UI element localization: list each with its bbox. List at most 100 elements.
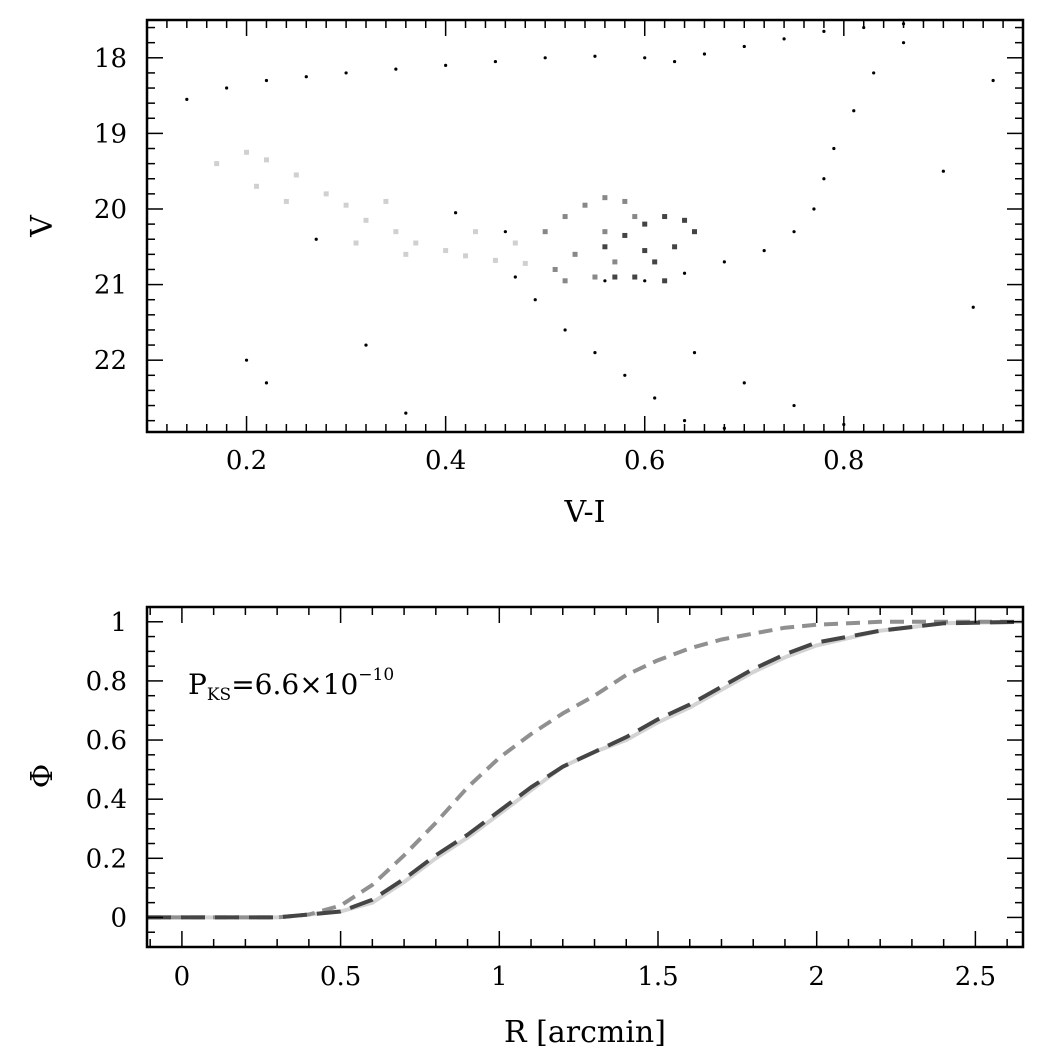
cmd-star xyxy=(901,41,906,45)
cumulative-tick-labels: 0 0.5 1 1.5 2 2.5 0 0.2 0.4 0.6 0.8 1 xyxy=(86,608,996,992)
cumulative-x-tick-label: 1 xyxy=(491,962,508,992)
cmd-star xyxy=(682,271,687,275)
cumulative-y-tick-label: 0 xyxy=(110,903,127,933)
cmd-x-axis-title: V-I xyxy=(564,495,606,530)
cmd-star xyxy=(971,305,975,309)
pks-main: P xyxy=(188,668,207,701)
cumulative-x-tick-label: 1.5 xyxy=(637,962,678,992)
cmd-star xyxy=(602,195,608,201)
cmd-star xyxy=(642,248,648,254)
cmd-star xyxy=(623,373,627,377)
cmd-star xyxy=(214,161,220,167)
cmd-x-tick-label: 0.2 xyxy=(226,446,267,476)
cmd-star xyxy=(652,259,658,265)
cmd-star xyxy=(593,351,597,355)
cmd-star xyxy=(762,248,766,253)
cmd-y-tick-label: 22 xyxy=(94,346,127,376)
cmd-star xyxy=(283,198,289,204)
cmd-star xyxy=(533,298,537,302)
cmd-star xyxy=(492,257,498,263)
cmd-star xyxy=(394,67,398,71)
cmd-star xyxy=(662,214,668,220)
cmd-star xyxy=(612,259,618,265)
cmd-star xyxy=(722,260,726,264)
cmd-x-tick-label: 0.6 xyxy=(624,446,665,476)
cmd-star xyxy=(672,59,677,64)
cmd-series-2 xyxy=(602,214,697,284)
cmd-star xyxy=(602,229,608,235)
cmd-y-tick-label: 21 xyxy=(94,271,127,301)
cmd-star xyxy=(473,229,478,235)
cmd-star xyxy=(413,240,419,246)
cmd-star xyxy=(293,172,299,178)
cmd-series-0 xyxy=(147,20,995,430)
cmd-star xyxy=(383,198,389,204)
cmd-star xyxy=(822,177,826,181)
cmd-star xyxy=(453,211,458,215)
cmd-x-tick-label: 0.8 xyxy=(823,446,864,476)
cmd-star xyxy=(792,403,796,408)
cmd-star xyxy=(872,71,876,75)
cmd-star xyxy=(562,278,568,284)
cmd-star xyxy=(254,183,259,189)
cmd-star xyxy=(622,198,628,204)
cmd-star xyxy=(991,78,995,83)
cmd-frame xyxy=(145,18,1025,434)
cumulative-line-0 xyxy=(147,619,1023,920)
cumulative-y-tick-label: 0.2 xyxy=(86,844,127,874)
cumulative-x-axis-title: R [arcmin] xyxy=(504,1015,666,1050)
cmd-star xyxy=(264,78,269,83)
cmd-star xyxy=(622,232,628,238)
cumulative-y-tick-label: 1 xyxy=(110,608,127,638)
cmd-star xyxy=(403,251,409,257)
cmd-star xyxy=(522,260,528,266)
cmd-star xyxy=(642,221,648,227)
cmd-star xyxy=(512,240,518,246)
cmd-star xyxy=(513,275,517,279)
cumulative-y-tick-label: 0.8 xyxy=(86,667,127,697)
cumulative-ticks xyxy=(147,607,1023,948)
cmd-star xyxy=(244,358,249,362)
cmd-star xyxy=(493,59,498,64)
cumulative-panel: 0 0.5 1 1.5 2 2.5 0 0.2 0.4 0.6 0.8 1 PKS=6.6×10−10… xyxy=(25,605,1025,1050)
cmd-star xyxy=(603,279,607,283)
cmd-star xyxy=(612,274,618,280)
cmd-star xyxy=(503,230,507,234)
cmd-star xyxy=(343,202,349,208)
cmd-star xyxy=(364,343,368,347)
pks-subscript: KS xyxy=(207,685,231,705)
cmd-y-tick-label: 20 xyxy=(94,195,127,225)
cmd-star xyxy=(593,54,597,58)
cmd-star xyxy=(344,71,348,75)
cmd-star xyxy=(782,37,786,41)
cmd-star xyxy=(682,217,688,223)
cmd-star xyxy=(444,63,448,67)
cumulative-x-tick-label: 0.5 xyxy=(320,962,361,992)
cmd-star xyxy=(463,253,469,259)
pks-value: =6.6×10 xyxy=(231,668,358,701)
pks-exponent: −10 xyxy=(358,665,394,685)
cumulative-y-tick-label: 0.6 xyxy=(86,726,127,756)
cmd-star xyxy=(832,146,836,151)
cmd-star xyxy=(563,328,567,332)
cumulative-line-1 xyxy=(147,619,1023,920)
cmd-star xyxy=(812,207,816,211)
cumulative-y-tick-label: 0.4 xyxy=(86,785,127,815)
cmd-star xyxy=(792,230,796,234)
cmd-star xyxy=(404,411,408,415)
cmd-x-tick-label: 0.4 xyxy=(425,446,466,476)
cmd-star xyxy=(822,29,826,33)
cmd-star xyxy=(643,56,647,60)
cmd-star xyxy=(941,169,945,173)
cmd-star xyxy=(572,251,578,257)
cmd-star xyxy=(552,266,558,272)
cmd-star xyxy=(225,86,229,90)
cmd-star xyxy=(742,381,746,385)
cmd-star xyxy=(682,419,687,423)
cmd-star xyxy=(314,237,318,241)
cmd-star xyxy=(702,52,707,56)
cumulative-frame xyxy=(145,605,1025,949)
cmd-star xyxy=(662,278,668,284)
cmd-star xyxy=(852,109,856,113)
cumulative-x-tick-label: 0 xyxy=(174,962,191,992)
